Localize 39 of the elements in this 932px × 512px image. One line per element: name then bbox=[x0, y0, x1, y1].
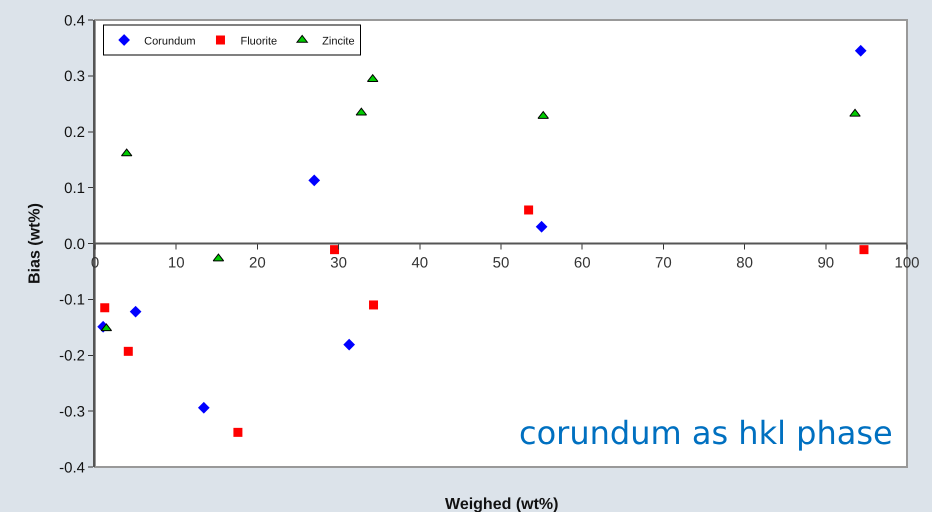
point bbox=[849, 108, 861, 117]
point bbox=[343, 338, 356, 350]
y-tick-label: -0.2 bbox=[59, 348, 85, 364]
x-tick-label: 10 bbox=[168, 254, 185, 272]
y-tick-label: 0.3 bbox=[64, 68, 85, 86]
point bbox=[536, 220, 548, 233]
x-tick-label: 60 bbox=[574, 254, 591, 272]
x-tick-label: 20 bbox=[249, 254, 266, 272]
x-tick-label: 90 bbox=[817, 254, 834, 272]
point bbox=[330, 245, 340, 254]
x-tick-label: 40 bbox=[411, 254, 428, 272]
point bbox=[100, 323, 112, 332]
y-tick-label: 0.2 bbox=[64, 124, 85, 141]
point bbox=[524, 205, 534, 214]
y-tick-label: 0.4 bbox=[64, 12, 85, 30]
point bbox=[124, 346, 133, 356]
x-tick-label: 70 bbox=[655, 254, 672, 272]
y-tick-label: -0.4 bbox=[59, 459, 85, 476]
y-tick-label: -0.1 bbox=[59, 292, 85, 309]
point bbox=[859, 245, 868, 254]
point bbox=[100, 303, 110, 312]
point bbox=[854, 44, 867, 57]
x-tick-label: 50 bbox=[492, 254, 510, 272]
x-tick-label: 30 bbox=[330, 254, 347, 272]
y-tick-label: 0.0 bbox=[64, 236, 85, 253]
x-tick-label: 100 bbox=[894, 254, 920, 272]
point bbox=[198, 402, 210, 414]
point bbox=[233, 428, 242, 437]
y-axis-title: Bias (wt%) bbox=[26, 203, 44, 284]
point bbox=[369, 300, 378, 310]
y-tick-label: 0.1 bbox=[64, 180, 85, 197]
y-tick-label: -0.3 bbox=[59, 403, 85, 420]
annotation: corundum as hkl phase bbox=[519, 414, 893, 452]
legend-label: Corundum bbox=[144, 35, 196, 48]
x-tick-label: 80 bbox=[736, 254, 753, 272]
point bbox=[308, 174, 320, 186]
point bbox=[130, 306, 142, 318]
legend-label: Zincite bbox=[322, 35, 355, 48]
legend-label: Fluorite bbox=[240, 35, 278, 48]
